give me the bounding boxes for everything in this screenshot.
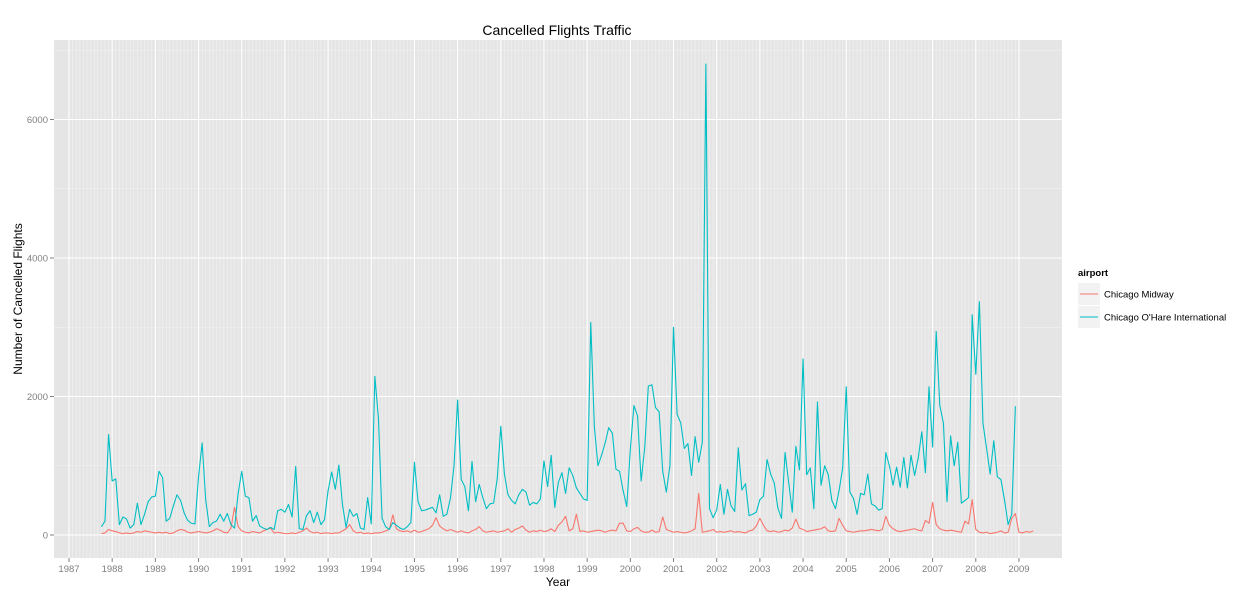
series-line-midway	[101, 492, 1034, 535]
x-tick-label: 1998	[533, 564, 554, 575]
y-tick-label: 0	[43, 531, 48, 542]
x-tick-label: 2009	[1008, 564, 1029, 575]
x-tick-label: 1993	[318, 564, 339, 575]
x-axis-title: Year	[546, 575, 570, 589]
legend-item-midway: Chicago Midway	[1078, 283, 1174, 305]
y-axis-title: Number of Cancelled Flights	[11, 223, 25, 374]
x-tick-label: 2003	[749, 564, 770, 575]
x-tick-label: 1987	[58, 564, 79, 575]
x-tick-label: 1992	[274, 564, 295, 575]
legend: airport Chicago Midway Chicago O'Hare In…	[1078, 268, 1226, 328]
x-tick-label: 1991	[231, 564, 252, 575]
x-tick-label: 2004	[792, 564, 813, 575]
x-tick-label: 1988	[102, 564, 123, 575]
series-line-ohare	[100, 63, 1016, 531]
x-tick-label: 2005	[836, 564, 857, 575]
legend-item-ohare: Chicago O'Hare International	[1078, 306, 1226, 328]
y-tick-label: 4000	[27, 254, 48, 265]
y-axis: 0 2000 4000 6000	[27, 115, 54, 542]
x-tick-label: 1997	[490, 564, 511, 575]
legend-label-ohare: Chicago O'Hare International	[1104, 313, 1226, 324]
x-tick-label: 1999	[577, 564, 598, 575]
x-axis: 1987 1988 1989 1990 1991 1992 1993 1994 1995 1996…	[58, 558, 1030, 575]
chart-title: Cancelled Flights Traffic	[482, 22, 631, 38]
x-tick-label: 1989	[145, 564, 166, 575]
legend-title: airport	[1078, 268, 1109, 279]
x-tick-label: 2000	[620, 564, 641, 575]
legend-label-midway: Chicago Midway	[1104, 290, 1174, 301]
x-tick-label: 2007	[922, 564, 943, 575]
x-tick-label: 2008	[965, 564, 986, 575]
x-tick-label: 1994	[361, 564, 382, 575]
y-tick-label: 6000	[27, 115, 48, 126]
x-tick-label: 1990	[188, 564, 209, 575]
y-tick-label: 2000	[27, 392, 48, 403]
x-tick-label: 2001	[663, 564, 684, 575]
x-tick-label: 1996	[447, 564, 468, 575]
x-tick-label: 2002	[706, 564, 727, 575]
plot-panel	[54, 40, 1062, 558]
x-tick-label: 1995	[404, 564, 425, 575]
series-layer	[100, 63, 1034, 535]
x-tick-label: 2006	[879, 564, 900, 575]
grid-minor	[54, 40, 1062, 558]
